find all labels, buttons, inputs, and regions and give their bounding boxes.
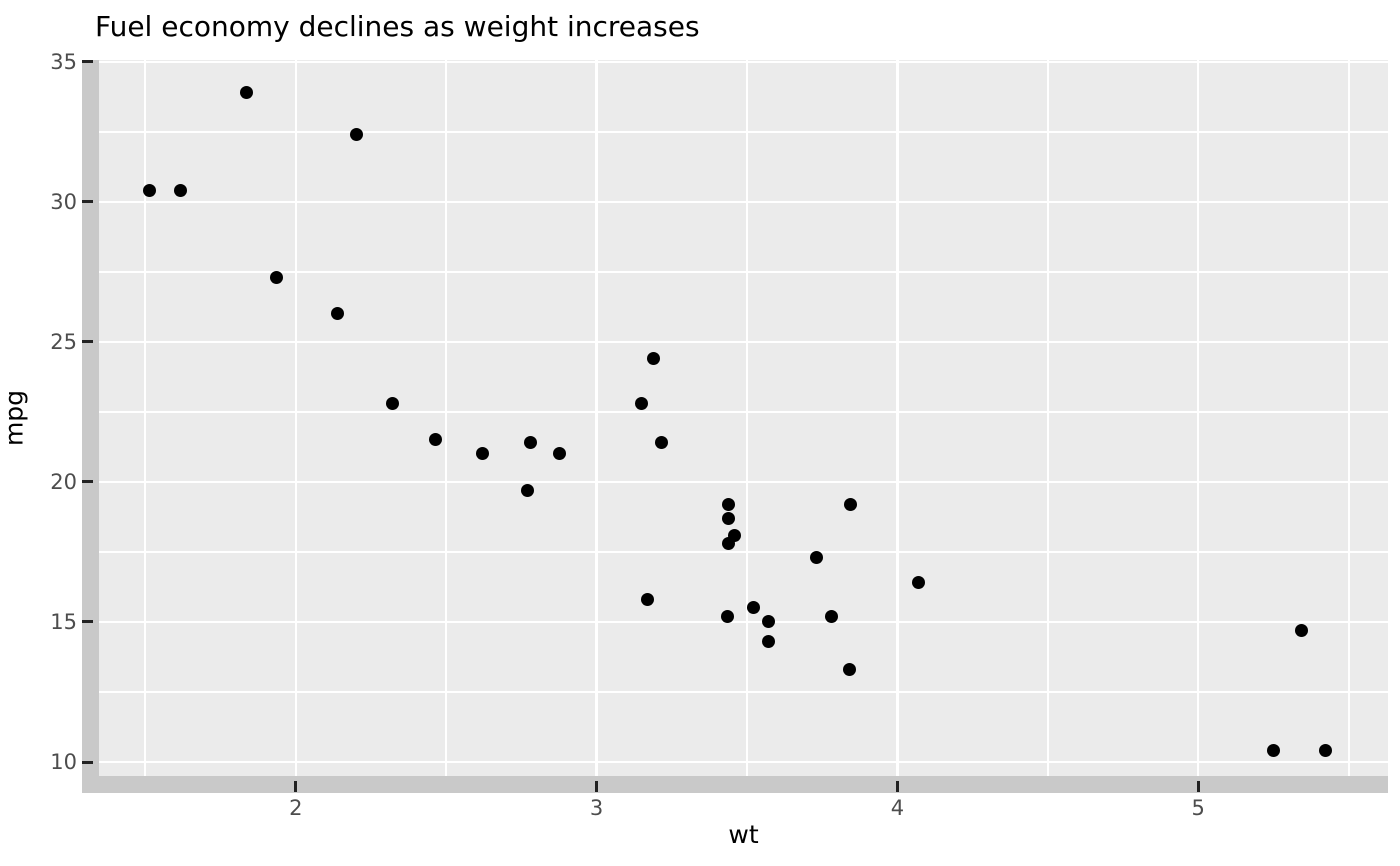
y-axis-tick <box>82 60 93 64</box>
data-point <box>641 593 655 607</box>
data-point <box>1319 744 1333 758</box>
y-axis-tick <box>82 620 93 624</box>
gridline-major <box>99 340 1388 344</box>
y-axis-tick <box>82 200 93 204</box>
data-point <box>475 447 489 461</box>
data-point <box>173 184 187 198</box>
gridline-major <box>1196 60 1200 776</box>
y-tick-label: 15 <box>50 609 77 634</box>
gridline-minor <box>99 410 1388 413</box>
data-point <box>720 609 734 623</box>
y-tick-label: 25 <box>50 329 77 354</box>
gridline-minor <box>1046 60 1049 776</box>
x-axis-tick <box>895 781 899 792</box>
gridline-minor <box>99 550 1388 553</box>
data-point <box>647 352 661 366</box>
data-point <box>844 497 858 511</box>
x-axis-tick <box>595 781 599 792</box>
data-point <box>722 497 736 511</box>
gridline-minor <box>144 60 147 776</box>
x-tick-label: 2 <box>289 796 303 820</box>
data-point <box>331 307 345 321</box>
data-point <box>635 397 649 411</box>
y-axis-tick <box>82 480 93 484</box>
y-tick-label: 10 <box>50 750 77 774</box>
data-point <box>746 601 760 615</box>
x-tick-label: 5 <box>1191 796 1205 820</box>
data-point <box>385 397 399 411</box>
plot-panel <box>99 60 1388 776</box>
y-axis-tick <box>82 340 93 344</box>
y-tick-label: 20 <box>50 469 77 494</box>
data-point <box>523 436 537 450</box>
y-axis-label: mpg <box>0 389 29 447</box>
gridline-minor <box>746 60 748 776</box>
data-point <box>1295 623 1309 637</box>
data-point <box>520 483 534 497</box>
data-point <box>654 436 668 450</box>
gridline-major <box>99 60 1388 64</box>
x-axis-tick <box>294 781 298 792</box>
gridline-major <box>294 60 298 776</box>
data-point <box>722 537 736 551</box>
gridline-major <box>595 60 598 776</box>
data-point <box>761 635 775 649</box>
gridline-minor <box>99 130 1388 133</box>
data-point <box>349 128 363 142</box>
data-point <box>809 551 823 565</box>
gridline-minor <box>445 60 448 776</box>
gridline-minor <box>99 690 1388 693</box>
x-tick-label: 4 <box>890 796 905 820</box>
data-point <box>552 447 566 461</box>
x-axis-label: wt <box>728 820 759 849</box>
gridline-minor <box>1347 60 1350 776</box>
y-axis-tick <box>82 760 93 764</box>
gridline-major <box>99 200 1388 204</box>
y-tick-label: 30 <box>50 189 77 214</box>
data-point <box>239 86 253 100</box>
data-point <box>824 609 838 623</box>
gridline-major <box>99 480 1388 484</box>
data-point <box>1266 744 1280 758</box>
data-point <box>842 663 856 677</box>
data-point <box>142 184 156 198</box>
x-tick-label: 3 <box>589 796 604 820</box>
gridline-major <box>99 760 1388 764</box>
gridline-minor <box>99 270 1388 273</box>
data-point <box>761 615 775 629</box>
data-point <box>429 433 443 447</box>
data-point <box>911 576 925 590</box>
data-point <box>269 271 283 285</box>
gridline-major <box>896 60 899 776</box>
gridline-major <box>99 620 1388 624</box>
x-axis-tick <box>1196 781 1200 792</box>
y-tick-label: 35 <box>50 49 77 74</box>
chart-title: Fuel economy declines as weight increase… <box>95 10 700 43</box>
data-point <box>722 511 736 525</box>
